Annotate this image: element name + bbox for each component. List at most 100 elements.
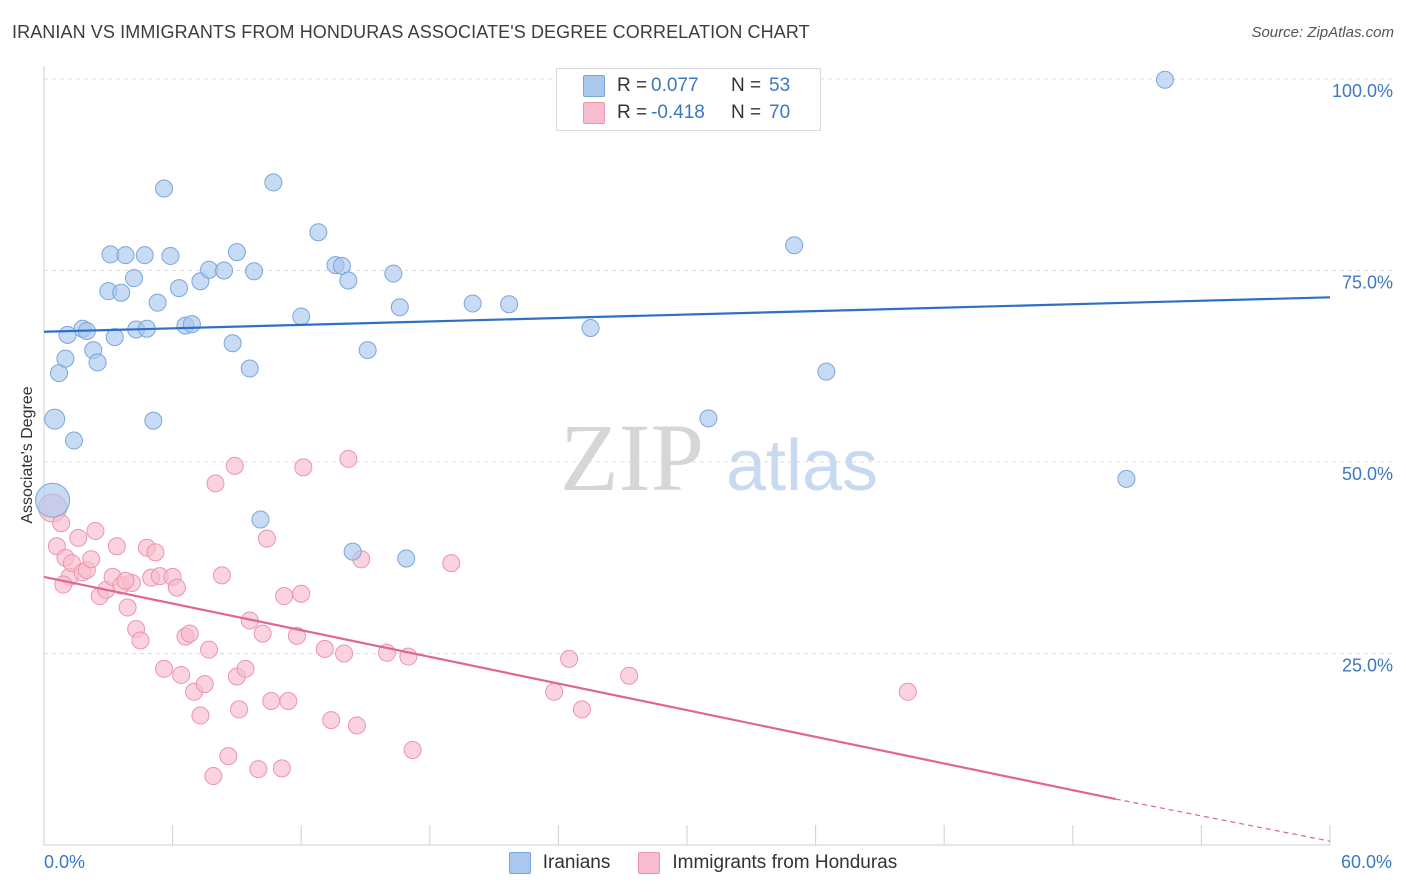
iranians-point [390,298,409,317]
honduras-point [146,543,165,562]
iranians-point [200,260,219,279]
iranians-point [264,173,283,192]
honduras-point [279,691,298,710]
honduras-point [560,649,579,668]
legend-n-value: 70 [769,102,791,123]
iranians-point [215,261,234,280]
iranians-point [35,482,71,518]
watermark: ZIP atlas [560,404,878,511]
iranians-point [245,262,264,281]
honduras-point [172,665,191,684]
honduras-point [180,624,199,643]
iranians-point [785,236,804,255]
x-tick-label-max: 60.0% [1340,852,1392,872]
y-tick-label: 100.0% [1332,81,1393,101]
honduras-point [69,528,88,547]
honduras-point [620,666,639,685]
honduras-point [898,682,917,701]
honduras-point [292,584,311,603]
iranians-point [384,264,403,283]
iranians-point [581,318,600,337]
series-legend-item-honduras: Immigrants from Honduras [638,852,897,874]
honduras-point [572,700,591,719]
iranians-point [227,243,246,262]
honduras-point [82,550,101,569]
chart-title: IRANIAN VS IMMIGRANTS FROM HONDURAS ASSO… [12,22,810,42]
honduras-point [442,554,461,573]
honduras-point [272,759,291,778]
honduras-point [253,624,272,643]
honduras-point [230,700,249,719]
honduras-point [118,598,137,617]
legend-row-iranians: R = 0.077 N = 53 [557,73,790,99]
iranians-point [182,315,201,334]
watermark-zip: ZIP [560,404,704,511]
y-tick-label: 75.0% [1342,273,1393,293]
y-tick-label: 50.0% [1342,464,1393,484]
honduras-point [335,644,354,663]
iranians-point [65,431,84,450]
honduras-point [204,767,223,786]
honduras-point [107,537,126,556]
iranians-point [699,409,718,428]
legend-r-label: R = [617,102,648,123]
legend-n-label: N = [731,102,762,123]
honduras-point [155,659,174,678]
legend-swatch-honduras [583,102,605,124]
honduras-point [236,659,255,678]
series-legend: Iranians Immigrants from Honduras [0,852,1406,874]
honduras-trend-line [43,575,1116,801]
iranians-point [155,179,174,198]
honduras-point [294,458,313,477]
iranians-point [144,411,163,430]
series-legend-label: Iranians [542,852,611,873]
honduras-point [225,456,244,475]
source-label: Source: ZipAtlas.com [1251,24,1394,41]
honduras-point [275,587,294,606]
iranians-point [105,328,124,347]
stats-legend: R = 0.077 N = 53 R = -0.418 N = 70 [556,68,821,131]
legend-swatch-iranians [583,75,605,97]
x-tick-label-min: 0.0% [44,852,86,872]
honduras-point [315,639,334,658]
legend-r-value: -0.418 [651,102,705,123]
trend-lines [43,296,1331,842]
iranians-point [309,223,328,242]
honduras-point [287,626,306,645]
series-swatch-iranians [508,852,531,874]
iranians-point [817,362,836,381]
honduras-point [191,706,210,725]
iranians-point [397,549,416,568]
iranians-point [125,269,144,288]
iranians-point [56,349,75,368]
honduras-point [339,449,358,468]
honduras-point [86,521,105,540]
legend-n-label: N = [731,75,762,96]
iranians-point [463,294,482,313]
iranians-point [112,283,131,302]
iranians-point [58,325,77,344]
legend-row-honduras: R = -0.418 N = 70 [557,100,790,126]
honduras-point [262,691,281,710]
honduras-point [131,631,150,650]
axes [43,66,1331,846]
iranians-point [170,279,189,298]
iranians-point [135,246,154,265]
iranians-point [1155,70,1174,89]
honduras-point [403,741,422,760]
honduras-point [322,711,341,730]
honduras-point [206,474,225,493]
y-tick-label: 25.0% [1342,656,1393,676]
honduras-point [249,760,268,779]
honduras-point [219,747,238,766]
legend-r-value: 0.077 [651,75,699,96]
honduras-trend-extension [1115,798,1331,842]
honduras-point [167,578,186,597]
iranians-point [343,542,362,561]
iranians-point [116,246,135,265]
iranians-point [223,334,242,353]
honduras-point [257,529,276,548]
iranians-trend-line [43,296,1331,333]
iranians-point [500,295,519,314]
honduras-point [212,566,231,585]
